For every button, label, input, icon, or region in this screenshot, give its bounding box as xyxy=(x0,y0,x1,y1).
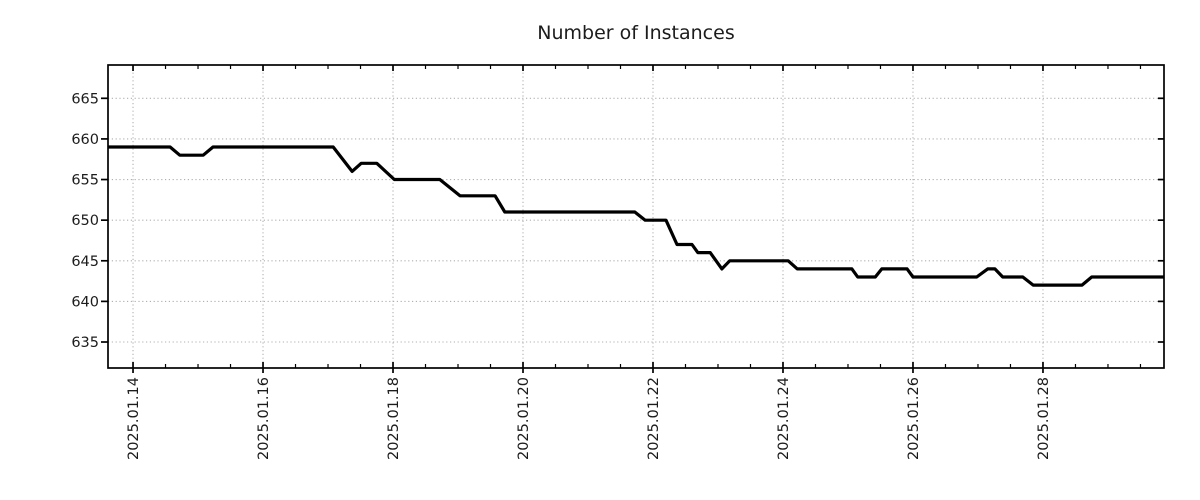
y-tick-label: 665 xyxy=(71,91,99,107)
gridlines xyxy=(108,65,1164,368)
tick-labels: 635 640 645 650 655 660 665 2025.01.14 2025.01.1… xyxy=(71,91,1052,460)
data-line xyxy=(108,145,1164,287)
x-tick-label: 2025.01.18 xyxy=(386,377,402,460)
chart-title: Number of Instances xyxy=(537,22,734,44)
x-tick-label: 2025.01.14 xyxy=(126,377,142,460)
axis-ticks xyxy=(101,65,1164,373)
y-tick-label: 635 xyxy=(71,335,99,351)
y-tick-label: 660 xyxy=(71,132,99,148)
y-tick-label: 650 xyxy=(71,213,99,229)
x-tick-label: 2025.01.28 xyxy=(1036,377,1052,460)
plot-border xyxy=(107,64,1165,369)
x-tick-label: 2025.01.26 xyxy=(906,377,922,460)
x-tick-label: 2025.01.20 xyxy=(516,377,532,460)
data-series xyxy=(108,145,1164,287)
x-tick-label: 2025.01.24 xyxy=(776,377,792,460)
x-tick-label: 2025.01.16 xyxy=(256,377,272,460)
y-tick-label: 640 xyxy=(71,294,99,310)
y-tick-label: 645 xyxy=(71,254,99,270)
x-tick-label: 2025.01.22 xyxy=(646,377,662,460)
y-tick-label: 655 xyxy=(71,173,99,189)
